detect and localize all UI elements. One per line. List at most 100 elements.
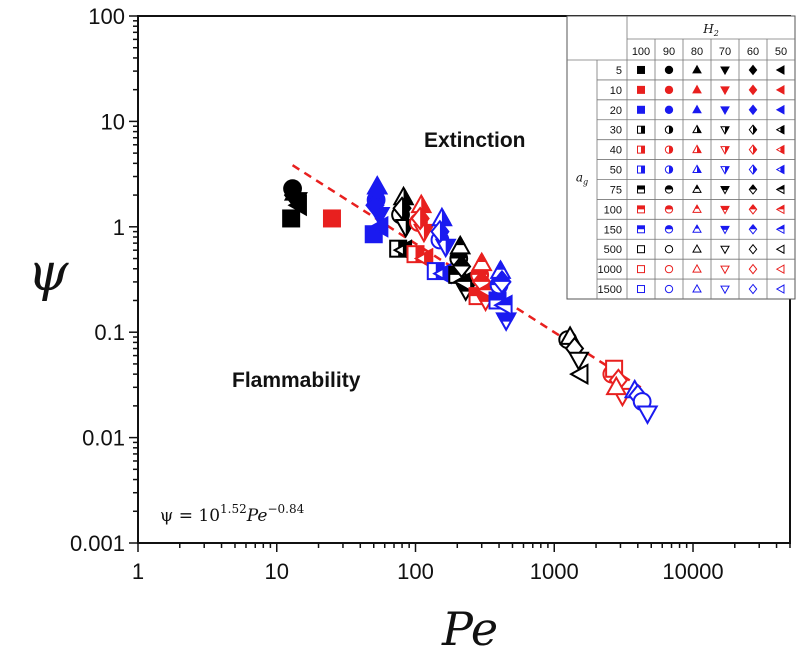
y-axis-title: ψ	[28, 243, 70, 303]
data-point	[430, 219, 450, 244]
legend-marker	[637, 225, 645, 234]
legend-marker	[775, 84, 785, 95]
legend-marker	[664, 264, 674, 274]
data-point	[452, 271, 473, 293]
legend-h2-subscript: 2	[713, 29, 719, 38]
fit-equation: ψ = 101.52Pe−0.84	[160, 502, 305, 526]
legend-marker	[692, 263, 702, 273]
legend-marker	[637, 65, 645, 74]
equation-exponent-2: −0.84	[267, 502, 304, 516]
legend-marker	[775, 244, 785, 255]
legend-marker	[692, 204, 702, 213]
legend-marker	[664, 145, 674, 154]
legend-h2-value: 50	[775, 46, 787, 58]
extinction-label: Extinction	[424, 129, 526, 152]
data-point	[493, 294, 513, 317]
data-point	[365, 193, 385, 218]
legend-marker	[720, 225, 730, 235]
data-point	[495, 312, 518, 332]
legend-marker	[775, 284, 785, 294]
x-tick-label: 1000	[530, 559, 579, 584]
y-tick-label: 0.001	[70, 531, 125, 556]
legend-h2-value: 90	[663, 46, 675, 58]
equation-pe: Pe	[246, 506, 268, 526]
legend-marker	[692, 64, 702, 74]
data-points	[282, 175, 659, 425]
axes: 1 10 100 1000 10000 0.001 0.01 0.1 1 10 100	[70, 4, 791, 584]
legend-marker	[664, 125, 674, 134]
legend-marker	[664, 105, 674, 114]
legend-marker	[775, 224, 785, 235]
legend-marker	[720, 185, 730, 195]
legend-marker	[748, 223, 758, 235]
legend-marker	[664, 205, 674, 214]
data-point	[434, 238, 457, 259]
y-tick-label: 1	[113, 215, 125, 240]
y-tick-label: 0.01	[82, 426, 125, 451]
legend-marker	[748, 243, 758, 255]
data-point	[470, 251, 493, 272]
legend-marker	[637, 205, 645, 214]
data-point	[392, 196, 412, 221]
legend-h2-value: 100	[632, 46, 650, 58]
data-point	[451, 254, 472, 279]
data-point	[366, 175, 389, 195]
legend-marker	[637, 145, 645, 154]
data-point	[449, 234, 472, 255]
legend-h2-value: 80	[691, 46, 703, 58]
legend-marker	[720, 146, 730, 155]
data-point	[322, 209, 341, 228]
x-axis-title: Pe	[441, 602, 498, 655]
legend-marker	[692, 164, 702, 174]
legend-marker	[720, 126, 730, 135]
legend-marker	[637, 85, 645, 94]
legend-marker	[692, 224, 702, 233]
legend-ag-value: 10	[610, 85, 622, 97]
data-point	[413, 223, 435, 244]
legend-marker	[637, 185, 645, 194]
legend-ag-value: 30	[610, 125, 622, 137]
x-tick-label: 1	[132, 559, 144, 584]
legend-marker	[720, 245, 730, 255]
legend-marker	[748, 84, 758, 96]
data-point	[282, 209, 301, 228]
legend-marker	[748, 144, 758, 155]
legend-ag-value: 5	[616, 65, 622, 77]
legend-ag-value: 500	[604, 244, 622, 256]
legend-frame	[566, 15, 796, 300]
legend-ag-value: 150	[604, 224, 622, 236]
equation-lhs: ψ = 10	[160, 506, 220, 526]
y-tick-label: 100	[88, 4, 125, 29]
legend-ag-value: 75	[610, 184, 622, 196]
legend-ag-value: 20	[610, 105, 622, 117]
data-point	[410, 206, 430, 231]
legend-marker	[637, 125, 645, 134]
legend-marker	[748, 184, 758, 195]
legend-marker	[775, 164, 785, 175]
legend-marker	[664, 85, 674, 95]
legend-marker	[720, 86, 730, 96]
legend-ag-value: 40	[610, 145, 622, 157]
data-point	[492, 269, 512, 294]
legend-marker	[637, 165, 645, 174]
legend-marker	[692, 144, 702, 154]
legend-marker	[664, 225, 674, 234]
legend-marker	[775, 65, 785, 75]
legend-marker	[664, 284, 674, 294]
legend-marker	[775, 204, 785, 215]
legend-marker	[748, 283, 758, 295]
legend-marker	[692, 283, 702, 293]
legend-marker	[720, 66, 730, 76]
legend-h2-value: 60	[747, 46, 759, 58]
legend-marker	[748, 64, 758, 76]
legend-marker	[692, 104, 702, 114]
legend-marker	[748, 164, 758, 175]
legend-marker	[748, 204, 758, 215]
legend-marker	[720, 106, 730, 116]
legend-marker	[775, 264, 785, 275]
flammability-label: Flammability	[232, 369, 361, 392]
x-tick-label: 10	[265, 559, 289, 584]
legend-marker	[692, 184, 702, 193]
data-point	[567, 351, 590, 372]
